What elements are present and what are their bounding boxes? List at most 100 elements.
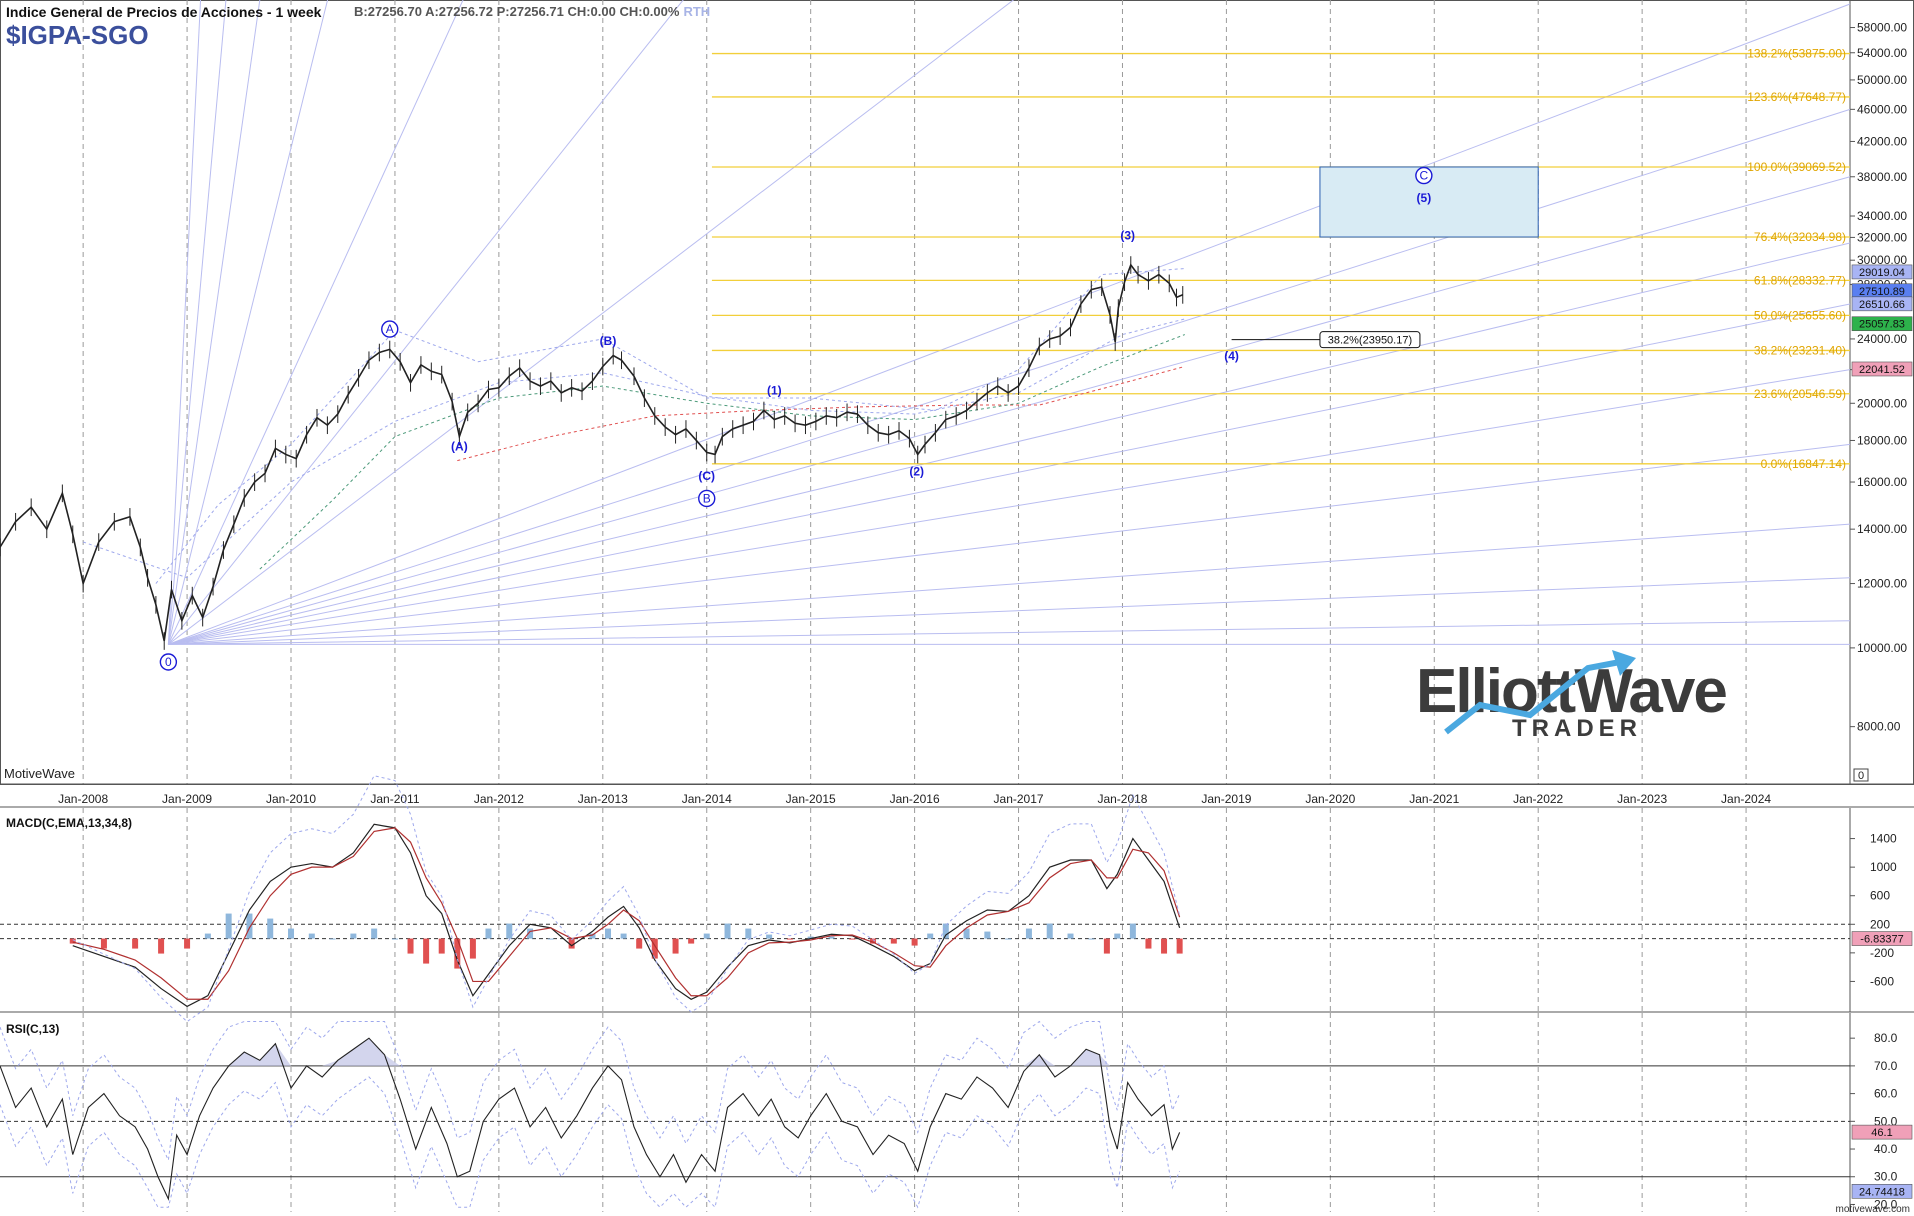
fib-level-label: 38.2%(23231.40) [1754,343,1846,357]
axis-marker: 0 [1858,770,1864,782]
y-tick-label: 32000.00 [1857,230,1907,244]
macd-histogram-bar [1005,938,1012,940]
macd-histogram-bar [745,928,752,939]
macd-histogram-bar [1025,928,1032,939]
wave-label: (4) [1224,349,1239,363]
rsi-panel[interactable]: RSI(C,13) 80.0 70.0 60.0 50.0 40.0 30.0 20.0 46.… [0,1013,1913,1212]
macd-histogram-bar [1114,933,1121,939]
x-tick-label: Jan-2012 [474,792,524,806]
macd-histogram-bar [1067,933,1074,939]
macd-y-tick-label: 200 [1870,917,1890,931]
macd-histogram-bar [132,938,139,949]
gann-fan-line [167,0,202,645]
macd-histogram-bar [246,913,253,939]
gann-fan-line [168,242,1851,645]
y-tick-label: 24000.00 [1857,332,1907,346]
callout-label: 38.2%(23950.17) [1328,335,1412,347]
macd-histogram-bar [724,923,731,939]
moving-average-line [457,365,1185,462]
macd-y-tick-label: -200 [1870,946,1894,960]
rsi-line [0,1037,1181,1201]
gann-fan-line [168,303,1851,645]
macd-panel[interactable]: MACD(C,EMA,13,34,8) 1400 1000 600 200 -200 -60… [0,775,1913,1023]
macd-histogram-bar [100,938,107,949]
x-tick-label: Jan-2017 [994,792,1044,806]
y-tick-label: 18000.00 [1857,433,1907,447]
axis-badge [1851,361,1913,377]
x-tick-label: Jan-2018 [1097,792,1147,806]
wave-label: (A) [451,439,468,453]
macd-histogram-bar [766,934,773,939]
macd-histogram-bar [527,928,534,939]
wave-label: C [1420,169,1429,183]
x-tick-label: Jan-2021 [1409,792,1459,806]
macd-histogram-bar [1103,938,1110,954]
wave-label: (B) [600,334,617,348]
axis-marker-box [1853,768,1869,782]
macd-histogram-bar [407,938,414,954]
macd-histogram-bar [350,933,357,939]
footer-label: motivewave.com [1835,1204,1910,1215]
macd-y-tick-label: -600 [1870,974,1894,988]
y-tick-label: 16000.00 [1857,475,1907,489]
x-tick-label: Jan-2023 [1617,792,1667,806]
rsi-y-tick-label: 50.0 [1874,1114,1898,1128]
gann-fan-line [168,3,1851,645]
logo-sub-text: TRADER [1512,715,1642,742]
y-tick-label: 14000.00 [1857,522,1907,536]
macd-line [72,823,1181,1008]
wave-label-circle [381,320,399,338]
macd-histogram-bar [568,938,575,949]
rsi-y-tick-label: 20.0 [1874,1197,1898,1211]
macd-histogram-bar [984,931,991,939]
rsi-value-label: 24.74418 [1859,1186,1905,1198]
axis-badge-label: 29019.04 [1859,267,1905,279]
wave-label-circle [1415,166,1433,185]
x-tick-label: Jan-2011 [370,792,419,806]
y-tick-label: 12000.00 [1857,577,1907,591]
macd-histogram-bar [651,938,658,959]
rsi-y-tick-label: 40.0 [1874,1142,1898,1156]
logo-arrow [1612,650,1636,676]
fib-level-label: 76.4%(32034.98) [1754,230,1846,244]
macd-title: MACD(C,EMA,13,34,8) [6,816,132,830]
band-line [155,268,1185,584]
moving-average-line [82,318,1185,579]
y-tick-label: 50000.00 [1857,73,1907,87]
x-tick-label: Jan-2016 [890,792,940,806]
fib-level-label: 100.0%(39069.52) [1747,160,1846,174]
x-tick-label: Jan-2009 [162,792,212,806]
gann-fan-line [168,577,1851,645]
macd-histogram-bar [963,928,970,939]
macd-histogram-bar [636,938,643,949]
rsi-value-badge [1851,1124,1913,1140]
x-tick-label: Jan-2020 [1305,792,1355,806]
fib-level-label: 61.8%(28332.77) [1754,273,1846,287]
macd-histogram-bar [184,938,191,949]
macd-histogram-bar [485,928,492,939]
macd-histogram-bar [1145,938,1152,949]
price-panel[interactable]: Jan-2008 Jan-2009 Jan-2010 Jan-2011 Jan-2012… [0,0,1914,1013]
wave-label: A [386,322,394,336]
macd-histogram-bar [288,928,295,939]
wave-label-circle [698,489,716,508]
macd-histogram-bar [703,933,710,939]
rsi-band-lower [0,1076,1181,1209]
gann-fan-line [168,443,1851,645]
macd-histogram-bar [225,913,232,939]
x-tick-label: Jan-2010 [266,792,316,806]
macd-histogram-bar [870,938,877,944]
macd-band-line [72,775,1181,1023]
quote-values: B:27256.70 A:27256.72 P:27256.71 CH:0.00… [354,4,680,19]
macd-histogram-bar [69,938,76,944]
y-tick-label: 46000.00 [1857,102,1907,116]
rsi-y-tick-label: 80.0 [1874,1031,1898,1045]
macd-histogram-bar [158,938,165,954]
y-tick-label: 10000.00 [1857,641,1907,655]
fib-level-label: 123.6%(47648.77) [1747,90,1846,104]
x-tick-label: Jan-2014 [682,792,732,806]
macd-histogram-bar [605,928,612,939]
y-tick-label: 42000.00 [1857,134,1907,148]
